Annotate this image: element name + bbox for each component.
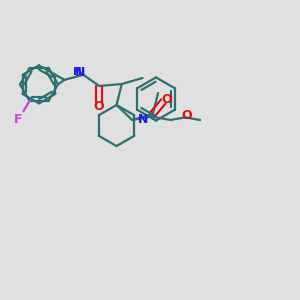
Text: F: F: [14, 113, 22, 126]
Text: O: O: [182, 110, 192, 122]
Text: O: O: [93, 100, 104, 113]
Text: N: N: [75, 66, 85, 79]
Text: N: N: [137, 113, 148, 127]
Text: H: H: [73, 68, 82, 77]
Text: O: O: [162, 93, 172, 106]
